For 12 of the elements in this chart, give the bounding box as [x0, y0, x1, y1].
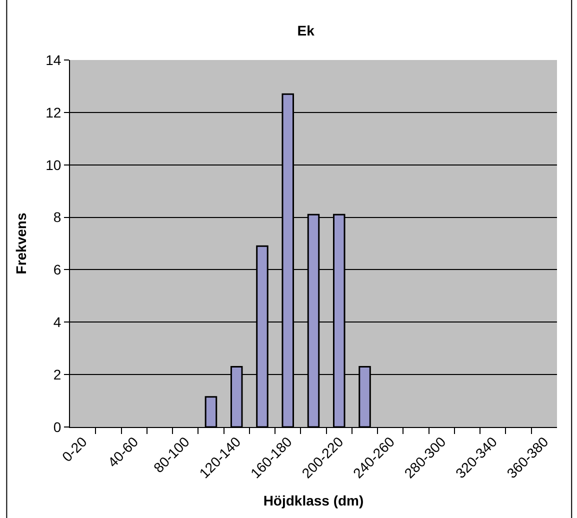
y-tick-label: 4: [53, 314, 62, 330]
y-tick-label: 6: [53, 262, 62, 278]
x-axis-title: Höjdklass (dm): [263, 492, 364, 509]
y-tick-label: 10: [46, 156, 62, 173]
chart-title: Ek: [297, 22, 315, 39]
y-tick-label: 14: [46, 52, 62, 68]
y-tick-label: 2: [53, 366, 62, 382]
x-tick-label: 0-20: [58, 433, 90, 465]
y-tick-label: 12: [46, 104, 62, 120]
y-tick-label: 0: [53, 418, 62, 435]
y-tick-label: 8: [53, 209, 62, 226]
y-axis-title: Frekvens: [13, 212, 30, 274]
